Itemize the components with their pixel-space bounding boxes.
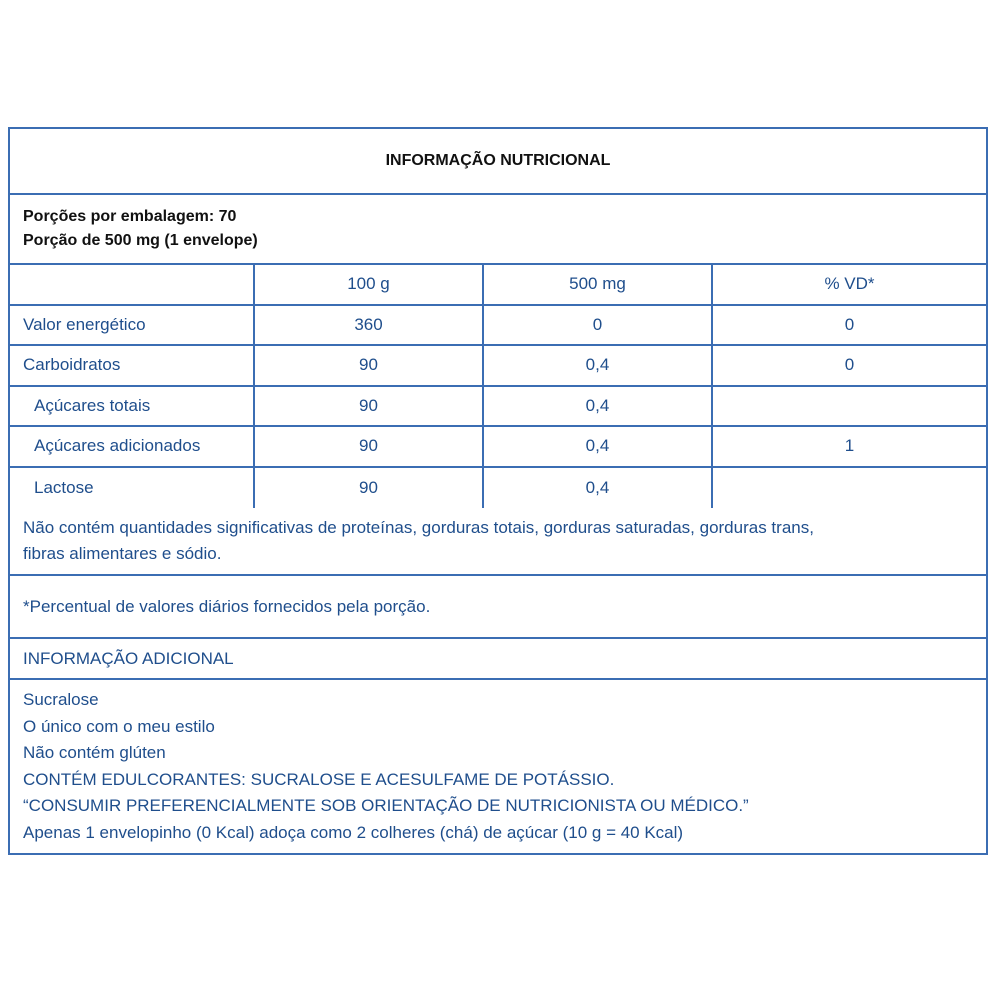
additional-line: Sucralose [23,690,99,709]
table-row: Carboidratos 90 0,4 0 [10,346,986,387]
table-row: Açúcares totais 90 0,4 [10,386,986,427]
note-line: Não contém quantidades significativas de… [23,518,814,537]
column-header: 100 g [255,265,484,304]
nutrient-label: Lactose [10,467,255,508]
additional-line: O único com o meu estilo [23,716,215,736]
column-header: % VD* [824,274,875,294]
nutrient-label: Açúcares totais [10,386,255,425]
additional-heading: INFORMAÇÃO ADICIONAL [23,648,234,668]
additional-body-row: Sucralose O único com o meu estilo Não con… [10,680,986,853]
value-100g: 90 [255,386,484,425]
note-row: Não contém quantidades significativas de… [10,508,986,576]
table-row: Lactose 90 0,4 [10,467,986,509]
portion-size: Porção de 500 mg (1 envelope) [23,232,258,249]
value-portion: 0,4 [484,346,713,385]
value-vd: 0 [844,355,855,375]
servings-row: Porções por embalagem: 70 Porção de 500 … [10,195,986,265]
value-100g: 360 [255,305,484,344]
servings-per-package: Porções por embalagem: 70 [23,208,237,225]
value-vd [713,468,986,509]
value-vd [713,387,986,426]
column-header-row: 100 g 500 mg % VD* [10,265,986,306]
table-row: Açúcares adicionados 90 0,4 1 [10,427,986,468]
value-portion: 0,4 [484,386,713,425]
additional-line: Não contém glúten [23,743,166,762]
footnote: *Percentual de valores diários fornecido… [23,596,431,616]
value-portion: 0 [484,305,713,344]
value-100g: 90 [255,467,484,508]
column-header [10,265,255,304]
nutrient-label: Açúcares adicionados [10,427,255,466]
value-100g: 90 [255,427,484,466]
nutrient-label: Valor energético [10,305,255,344]
nutrition-table: INFORMAÇÃO NUTRICIONAL Porções por embal… [8,127,988,855]
value-100g: 90 [255,346,484,385]
value-portion: 0,4 [484,467,713,508]
value-vd: 0 [844,314,855,334]
table-row: Valor energético 360 0 0 [10,305,986,346]
value-portion: 0,4 [484,427,713,466]
additional-line: “CONSUMIR PREFERENCIALMENTE SOB ORIENTAÇ… [23,796,749,815]
additional-line: CONTÉM EDULCORANTES: SUCRALOSE E ACESULF… [23,769,615,789]
column-header: 500 mg [484,265,713,304]
value-vd: 1 [844,436,855,456]
additional-line: Apenas 1 envelopinho (0 Kcal) adoça como… [23,822,684,842]
nutrient-label: Carboidratos [10,346,255,385]
footnote-row: *Percentual de valores diários fornecido… [10,576,986,639]
table-title: INFORMAÇÃO NUTRICIONAL [10,129,986,195]
additional-heading-row: INFORMAÇÃO ADICIONAL [10,639,986,680]
note-line: fibras alimentares e sódio. [23,544,222,563]
